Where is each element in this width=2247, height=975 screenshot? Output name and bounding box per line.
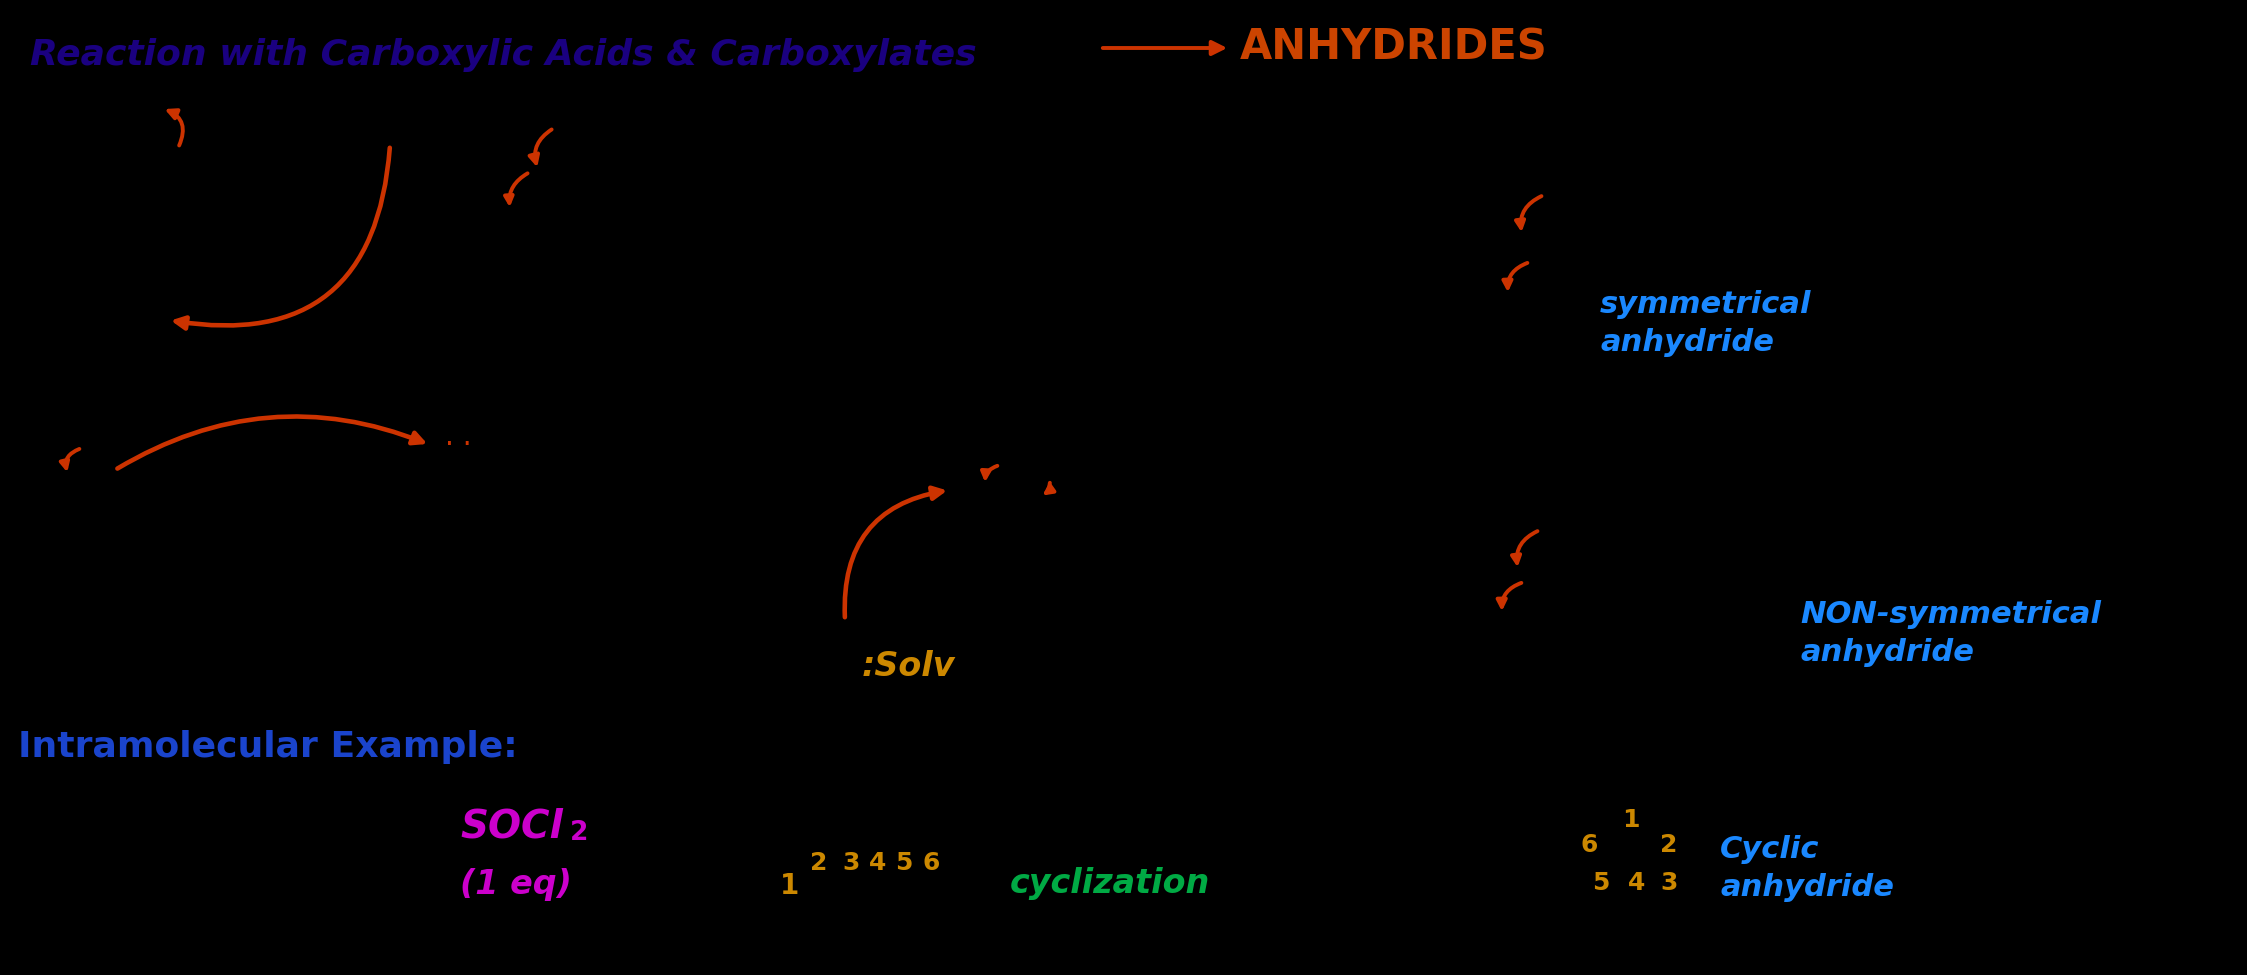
Text: 1: 1: [1622, 808, 1640, 832]
Text: Reaction with Carboxylic Acids & Carboxylates: Reaction with Carboxylic Acids & Carboxy…: [29, 38, 977, 72]
Text: ANHYDRIDES: ANHYDRIDES: [1240, 27, 1548, 69]
Text: 3: 3: [1661, 871, 1676, 895]
Text: 5: 5: [1593, 871, 1609, 895]
Text: 4: 4: [870, 851, 885, 875]
Text: cyclization: cyclization: [1009, 867, 1211, 900]
Text: 2: 2: [809, 851, 827, 875]
Text: 3: 3: [843, 851, 858, 875]
Text: 1: 1: [780, 872, 800, 900]
Text: SOCl: SOCl: [461, 808, 564, 846]
Text: · ·: · ·: [445, 431, 472, 459]
Text: (1 eq): (1 eq): [461, 868, 573, 901]
Text: Cyclic
anhydride: Cyclic anhydride: [1719, 835, 1894, 902]
Text: 6: 6: [1580, 833, 1598, 857]
Text: 6: 6: [921, 851, 939, 875]
Text: NON-symmetrical
anhydride: NON-symmetrical anhydride: [1800, 600, 2101, 667]
Text: 2: 2: [1661, 833, 1676, 857]
Text: :Solv: :Solv: [863, 650, 955, 683]
Text: 2: 2: [571, 820, 589, 846]
Text: 4: 4: [1629, 871, 1645, 895]
Text: Intramolecular Example:: Intramolecular Example:: [18, 730, 517, 764]
Text: 5: 5: [894, 851, 912, 875]
Text: symmetrical
anhydride: symmetrical anhydride: [1600, 290, 1811, 357]
